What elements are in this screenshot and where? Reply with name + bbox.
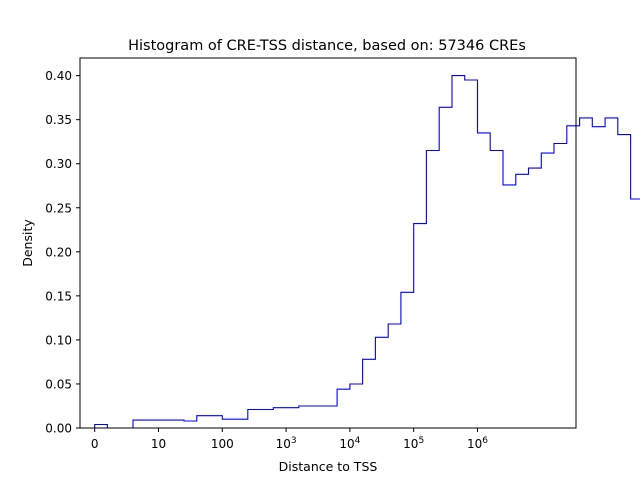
x-axis-label: Distance to TSS xyxy=(279,459,378,474)
plot-area xyxy=(79,57,640,429)
y-axis-label: Density xyxy=(20,219,35,267)
y-tick-label: 0.10 xyxy=(45,333,72,347)
x-tick-label: 10 xyxy=(151,437,166,451)
y-tick-label: 0.15 xyxy=(45,289,72,303)
x-tick-label: 100 xyxy=(211,437,234,451)
chart-title: Histogram of CRE-TSS distance, based on:… xyxy=(128,38,526,54)
y-tick-label: 0.40 xyxy=(45,69,72,83)
y-tick-label: 0.30 xyxy=(45,157,72,171)
y-tick-label: 0.00 xyxy=(45,422,72,436)
x-tick-label: 0 xyxy=(91,437,99,451)
plot-frame xyxy=(79,57,577,429)
y-tick-label: 0.20 xyxy=(45,245,72,259)
y-tick-label: 0.35 xyxy=(45,113,72,127)
y-tick-label: 0.05 xyxy=(45,377,72,391)
y-tick-label: 0.25 xyxy=(45,201,72,215)
y-axis: 0.00 0.05 0.10 0.15 0.20 0.25 0.30 0.35 0.40 xyxy=(45,69,80,436)
histogram-step-line xyxy=(94,75,640,429)
